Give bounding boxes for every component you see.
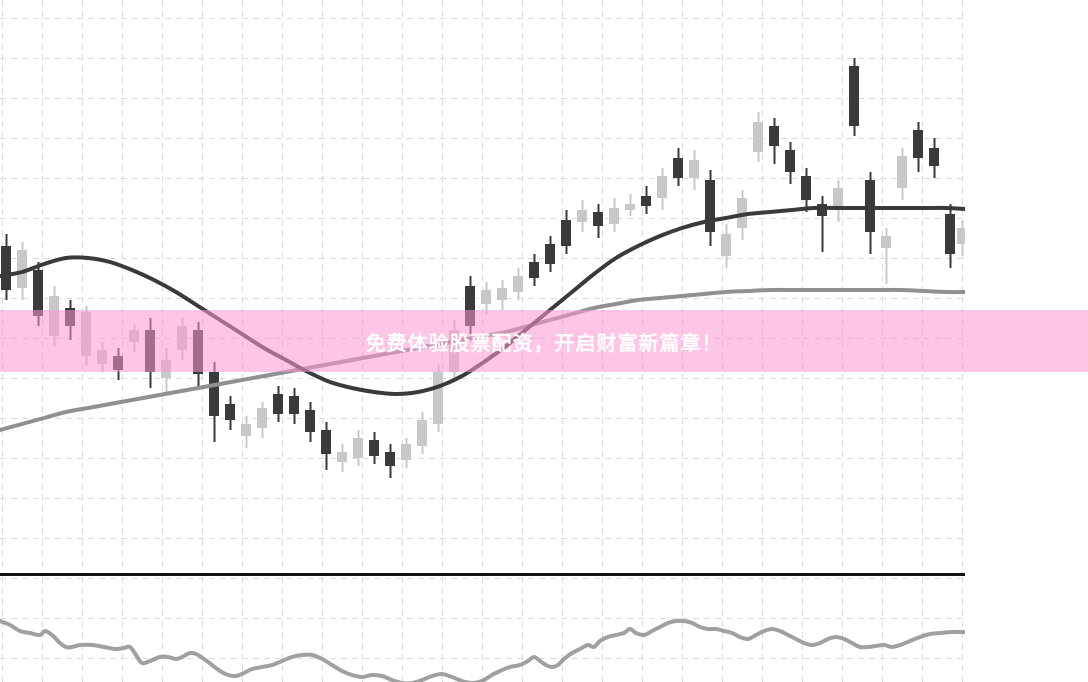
promo-banner[interactable]: 免费体验股票配资，开启财富新篇章！	[0, 310, 1088, 372]
price-chart-panel[interactable]	[0, 0, 965, 574]
panel-separator	[0, 573, 965, 576]
promo-banner-text: 免费体验股票配资，开启财富新篇章！	[365, 330, 723, 355]
indicator-grid	[0, 577, 965, 682]
candlestick-series	[0, 58, 965, 478]
indicator-series	[0, 618, 965, 682]
indicator-chart-panel[interactable]	[0, 577, 965, 682]
